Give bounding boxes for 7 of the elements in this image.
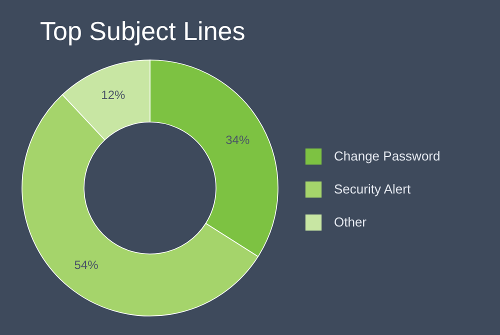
data-label: 12% <box>101 88 126 102</box>
chart-title: Top Subject Lines <box>40 16 246 46</box>
legend-label: Security Alert <box>334 182 411 196</box>
data-label: 34% <box>226 132 250 147</box>
legend-label: Other <box>334 214 368 230</box>
data-label: 54% <box>74 258 99 272</box>
legend-label: Change Password <box>334 148 440 164</box>
